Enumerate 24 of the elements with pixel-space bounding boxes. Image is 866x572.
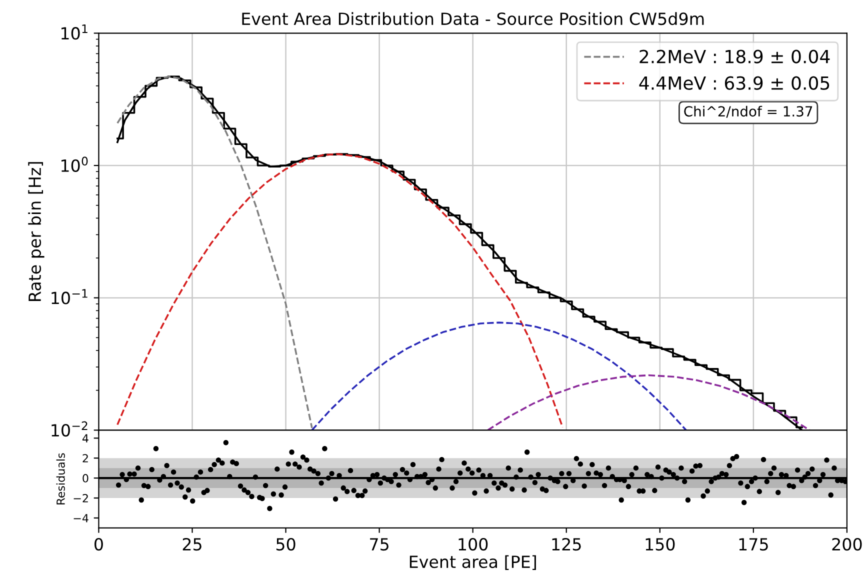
x-tick-label: 25 [182, 538, 202, 551]
legend-label: 2.2MeV : 18.9 ± 0.04 [640, 50, 830, 64]
x-tick-label: 0 [94, 538, 103, 551]
legend-label: 4.4MeV : 63.9 ± 0.05 [639, 76, 830, 90]
x-tick-label: 50 [276, 538, 296, 551]
y-axis-title: Residuals [56, 453, 65, 504]
y-tick-label: −2 [74, 494, 88, 502]
y-tick-label: 10$^{0}$ [62, 156, 88, 172]
x-tick-label: 125 [552, 538, 581, 551]
y-tick-label: 2 [82, 454, 88, 462]
y-tick-label: 10$^{−1}$ [52, 289, 88, 304]
annotation: Chi^2/ndof = 1.37 [684, 106, 812, 118]
x-tick-label: 150 [646, 538, 675, 551]
y-tick-label: 4 [82, 434, 88, 442]
x-axis-title: Event area [PE] [410, 555, 536, 570]
y-tick-label: −4 [74, 514, 88, 522]
y-axis-title: Rate per bin [Hz] [28, 162, 44, 301]
x-tick-label: 175 [739, 538, 768, 551]
y-tick-label: 10$^{1}$ [62, 24, 88, 40]
x-tick-label: 75 [370, 538, 388, 551]
chart-title: Event Area Distribution Data - Source Position CW5d9m [242, 12, 704, 26]
x-tick-label: 100 [458, 538, 488, 551]
x-tick-label: 200 [832, 538, 862, 551]
y-tick-label: 0 [82, 474, 88, 482]
